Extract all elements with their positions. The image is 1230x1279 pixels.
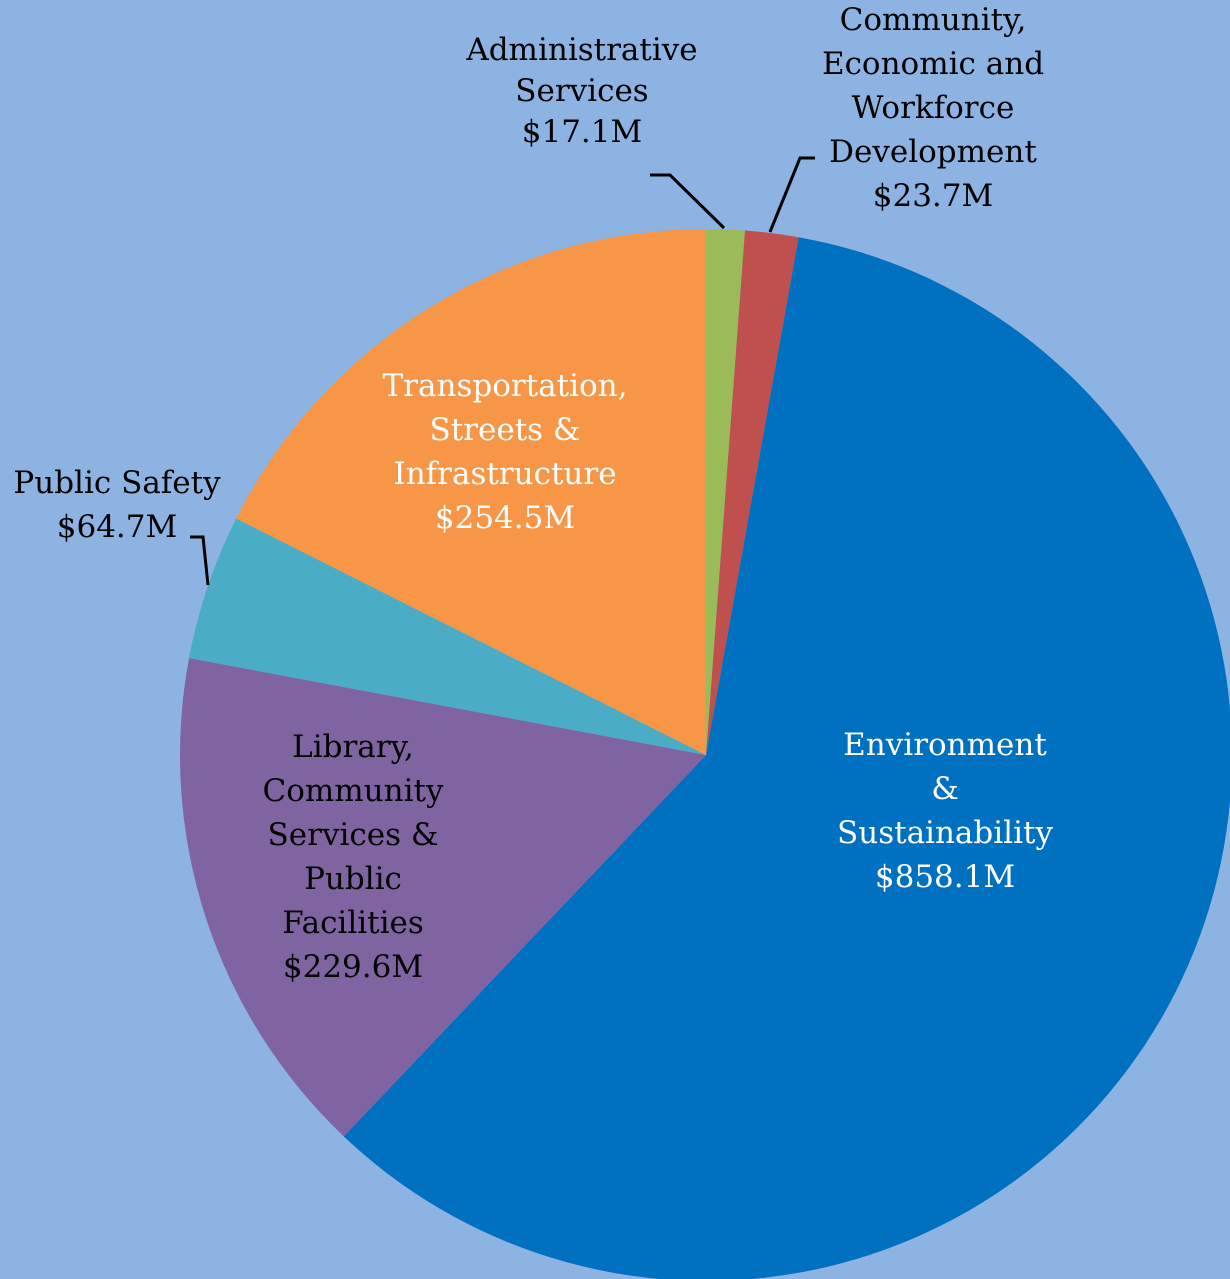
leader-line-community-economic	[768, 156, 815, 233]
slice-label-line: Infrastructure	[393, 456, 616, 492]
slice-label-line: Public	[304, 861, 402, 897]
pie-slice-library-community-services-public-facilities	[179, 658, 706, 1137]
slice-label-line: Library,	[292, 729, 414, 765]
slice-label-transportation-streets-infrastructure: Transportation, Streets & Infrastructure $2…	[383, 368, 628, 536]
slice-label-community-economic-and-workforce-development: Community, Economic and Workforce Developme…	[822, 2, 1044, 214]
slice-label-line: Environment	[843, 727, 1047, 763]
slice-value-label: $64.7M	[57, 509, 178, 545]
pie-slice-environment-sustainability	[343, 237, 1230, 1279]
slice-label-line: Facilities	[282, 905, 424, 941]
pie-slices	[179, 229, 1230, 1279]
leader-line-administrative	[650, 173, 726, 230]
slice-value-label: $23.7M	[873, 178, 994, 214]
slice-label-line: Administrative	[465, 32, 697, 68]
slice-label-line: Community	[263, 773, 444, 809]
slice-label-line: Development	[829, 134, 1037, 170]
slice-label-line: Public Safety	[13, 465, 221, 501]
slice-label-line: &	[931, 771, 959, 807]
slice-label-line: Community,	[840, 2, 1027, 38]
leader-lines	[190, 156, 815, 586]
slice-label-line: Sustainability	[837, 815, 1053, 851]
slice-value-label: $858.1M	[875, 859, 1015, 895]
slice-label-line: Streets &	[429, 412, 580, 448]
pie-slice-public-safety	[189, 518, 706, 755]
slice-labels: Administrative Services $17.1M Community, Ec…	[13, 2, 1053, 985]
pie-slice-community-economic-and-workforce-development	[706, 230, 799, 755]
slice-label-line: Transportation,	[383, 368, 628, 404]
pie-slice-administrative-services	[706, 229, 746, 755]
slice-label-line: Economic and	[822, 46, 1044, 82]
pie-slice-transportation-streets-infrastructure	[236, 229, 706, 755]
leader-line-public-safety	[190, 535, 210, 586]
slice-label-library-community-services-public-facilities: Library, Community Services & Public Facilit…	[263, 729, 444, 985]
slice-value-label: $17.1M	[522, 114, 643, 150]
slice-label-line: Workforce	[852, 90, 1015, 126]
slice-value-label: $254.5M	[435, 500, 575, 536]
slice-label-public-safety: Public Safety $64.7M	[13, 465, 221, 545]
slice-value-label: $229.6M	[283, 949, 423, 985]
slice-label-line: Services &	[268, 817, 439, 853]
slice-label-environment-sustainability: Environment & Sustainability $858.1M	[837, 727, 1053, 895]
slice-label-line: Services	[515, 73, 648, 109]
slice-label-administrative-services: Administrative Services $17.1M	[465, 32, 697, 150]
